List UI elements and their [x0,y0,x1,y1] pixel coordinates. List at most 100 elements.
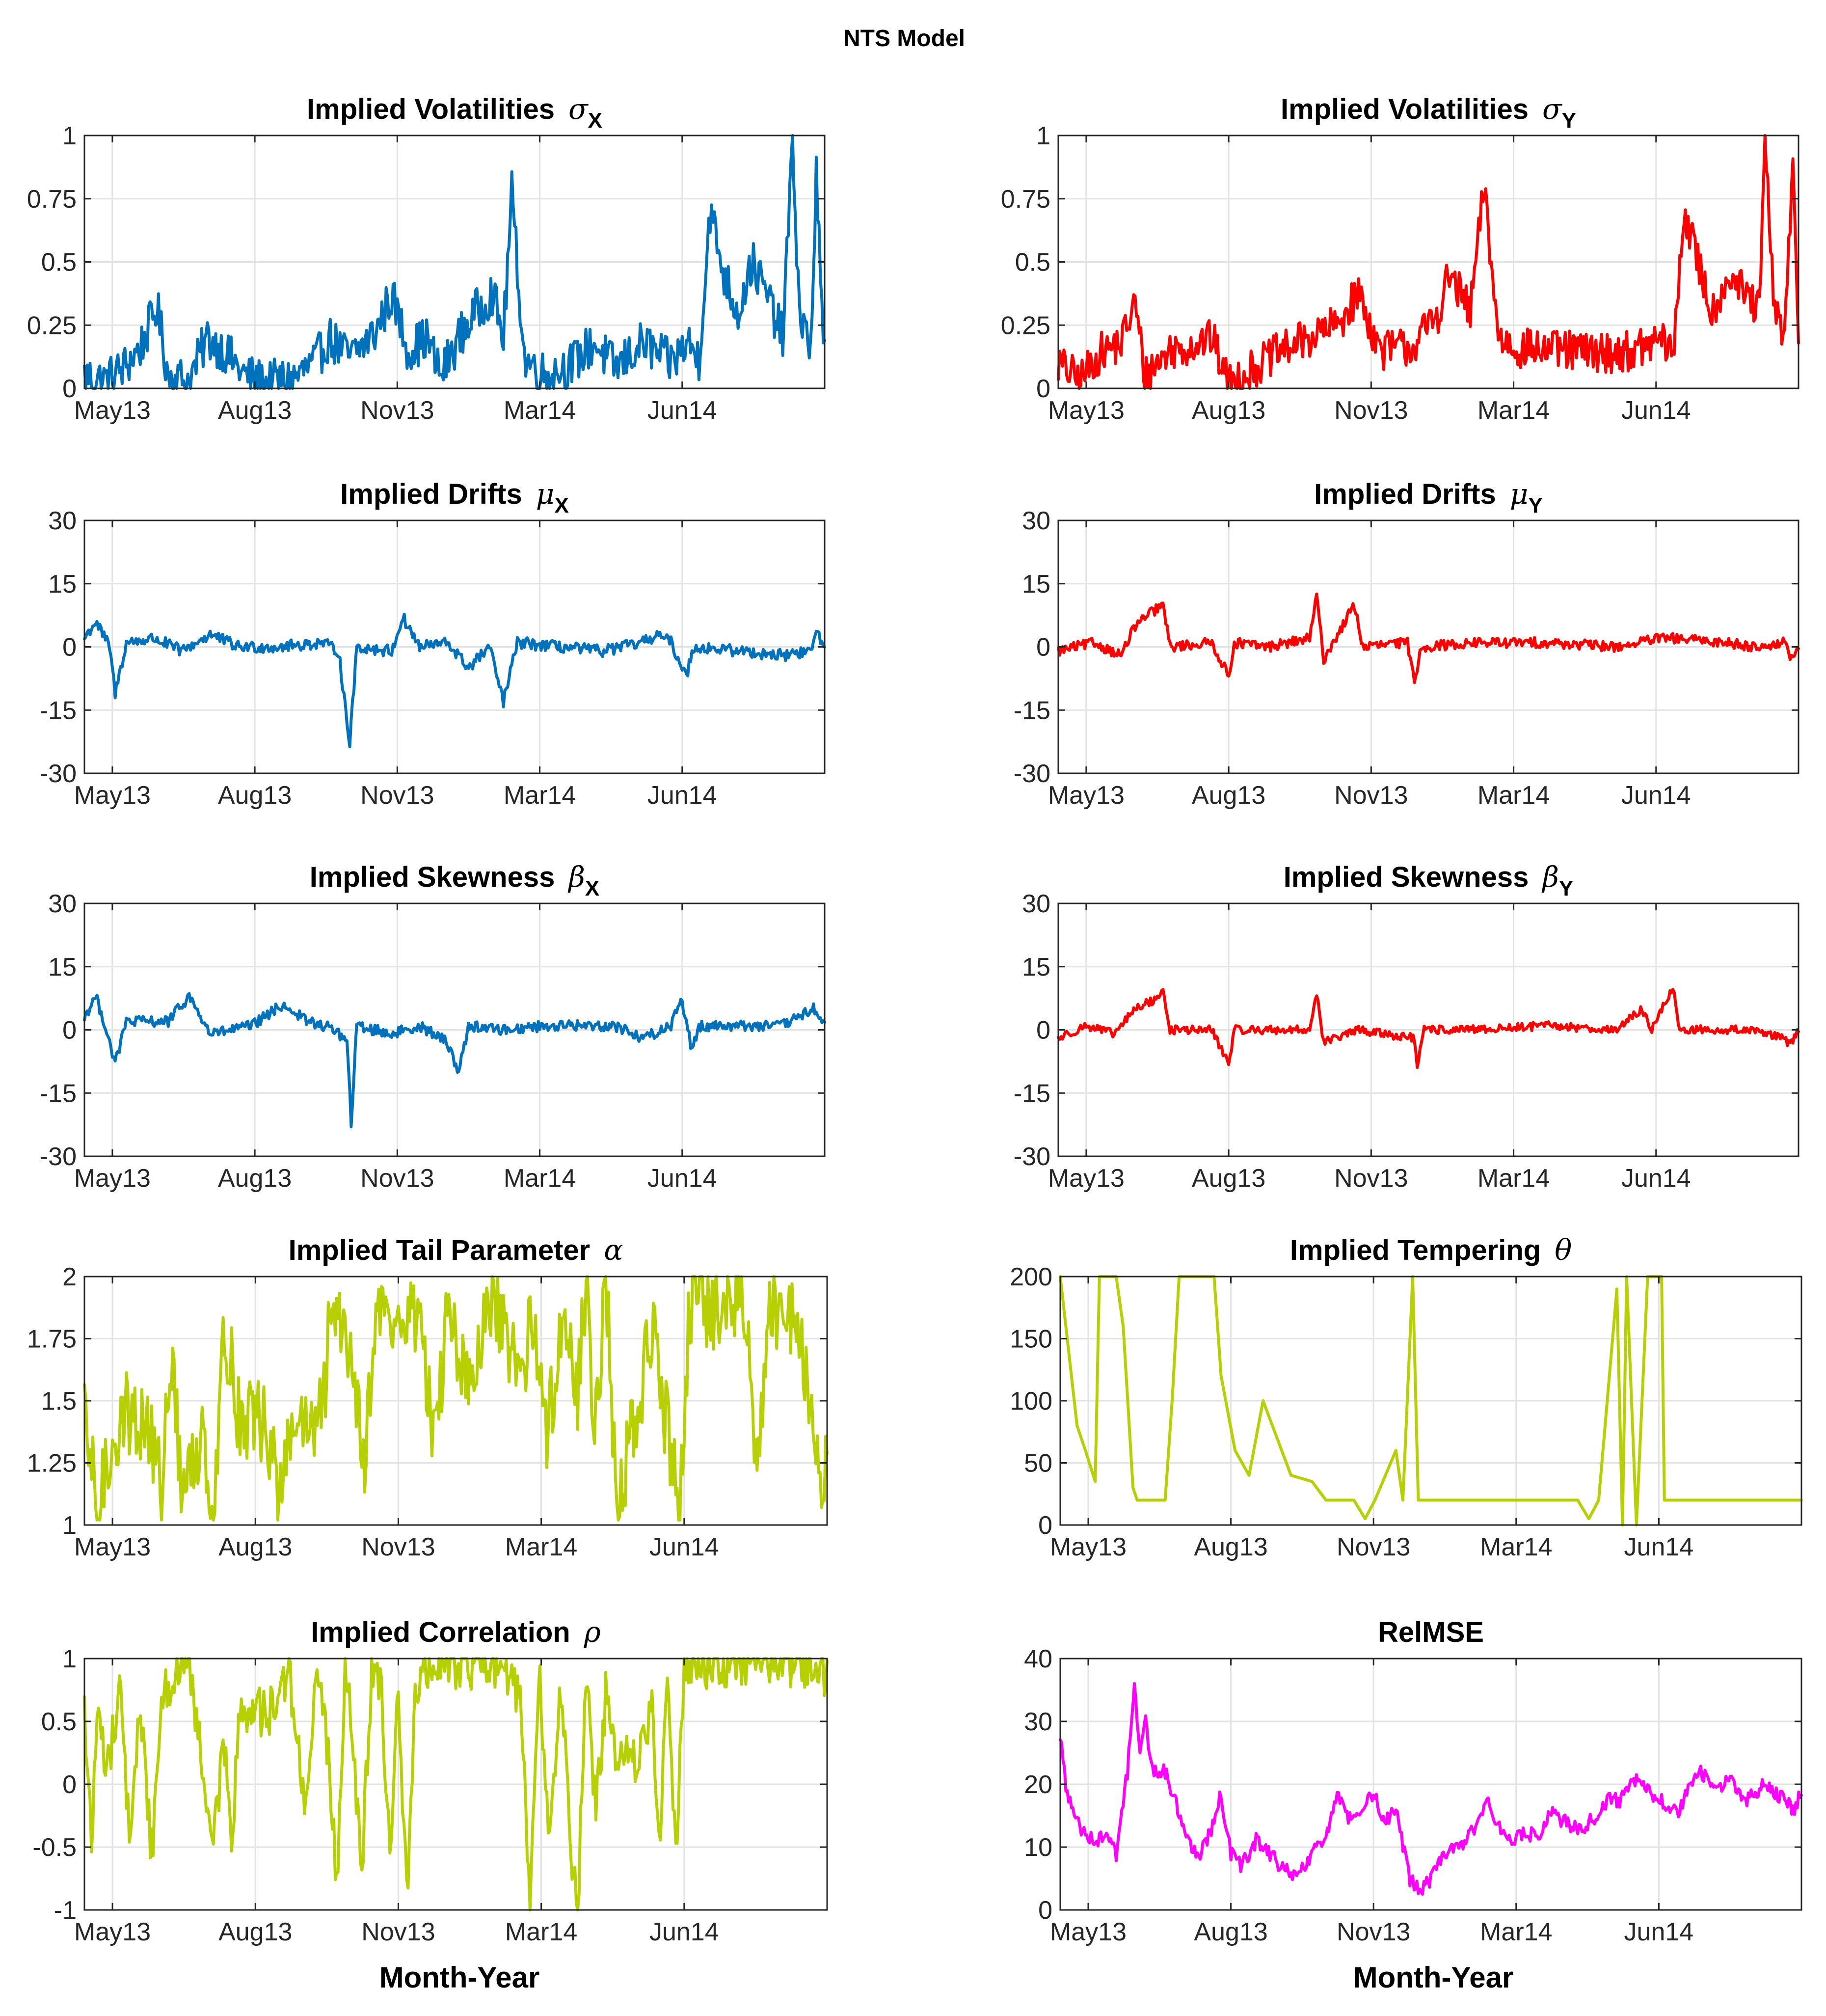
x-tick-label: Jun14 [1621,396,1691,425]
x-tick-label: Jun14 [649,1918,719,1946]
x-tick-label: Nov13 [361,1533,435,1561]
y-tick-label: -30 [40,1143,77,1171]
x-tick-label: Jun14 [647,396,717,425]
y-tick-label: 10 [1024,1833,1052,1862]
panel-title: Implied Tempering θ [1290,1233,1572,1267]
x-tick-label: May13 [1050,1533,1127,1561]
panel-theta: 0 50 100 150 200 May13 Aug13 Nov13 Mar14 Jun14 Imp… [1010,1233,1803,1561]
panel-title: Implied Skewness βX [310,860,600,900]
y-tick-label: 0 [62,1771,77,1799]
y-tick-label: -15 [40,1079,77,1108]
x-tick-label: Mar14 [1477,396,1550,425]
y-tick-label: 1.5 [41,1387,77,1416]
x-tick-label: Aug13 [218,1164,292,1193]
y-tick-label: -30 [1014,1143,1050,1171]
x-tick-label: Nov13 [1334,1164,1408,1193]
x-tick-label: Aug13 [1194,1918,1267,1946]
y-tick-label: -15 [40,696,77,725]
panel-title: RelMSE [1378,1616,1484,1648]
y-tick-label: 200 [1010,1263,1052,1291]
panel-muy: -30 -15 0 15 30 May13 Aug13 Nov13 Mar14 Jun14 Impl… [1014,477,1800,810]
panel-title: Implied Volatilities σY [1281,92,1576,133]
x-axis-label-right: Month-Year [1353,1961,1514,1994]
x-tick-label: Aug13 [1194,1533,1267,1561]
x-tick-label: Nov13 [1337,1918,1410,1946]
panel-sigx: 0 0.25 0.5 0.75 1 May13 Aug13 Nov13 Mar14 Jun14 Im… [27,92,826,425]
x-tick-label: Mar14 [505,1918,577,1946]
x-tick-label: Nov13 [1337,1533,1410,1561]
y-tick-label: 30 [1022,507,1050,535]
y-tick-label: 50 [1024,1449,1052,1478]
y-tick-label: 0.5 [41,248,77,277]
y-tick-label: 0.75 [1001,185,1050,214]
panel-sigy: 0 0.25 0.5 0.75 1 May13 Aug13 Nov13 Mar14 Jun14 Im… [1001,92,1800,425]
y-tick-label: 100 [1010,1387,1052,1416]
y-tick-label: 30 [48,890,77,918]
y-tick-label: 1.25 [27,1449,77,1478]
x-tick-label: Jun14 [1621,1164,1691,1193]
y-tick-label: -1 [54,1896,77,1925]
x-tick-label: Aug13 [218,781,292,810]
y-tick-label: 1.75 [27,1325,77,1354]
x-tick-label: Aug13 [218,1533,292,1561]
series-line-mux [83,612,826,748]
x-tick-label: Aug13 [1192,781,1265,810]
y-tick-label: 1 [1036,122,1050,150]
series-line-betay [1057,988,1800,1069]
x-tick-label: Nov13 [361,1918,435,1946]
series-line-muy [1057,592,1800,684]
x-tick-label: May13 [74,1164,151,1193]
x-tick-label: Nov13 [360,1164,434,1193]
panel-title: Implied Drifts μX [340,477,569,518]
y-tick-label: 30 [48,507,77,535]
x-tick-label: Nov13 [360,781,434,810]
x-tick-label: Jun14 [647,1164,717,1193]
y-tick-label: -15 [1014,1079,1050,1108]
x-tick-label: May13 [1048,1164,1125,1193]
y-tick-label: 0 [1036,1016,1050,1045]
y-tick-label: 0 [1038,1896,1052,1925]
x-tick-label: May13 [74,781,151,810]
x-tick-label: Jun14 [1624,1918,1694,1946]
y-tick-label: 15 [48,953,77,981]
x-axis-label-left: Month-Year [379,1961,540,1994]
y-tick-label: 0.5 [41,1708,77,1736]
y-tick-label: 1 [62,122,77,150]
y-tick-label: 40 [1024,1645,1052,1673]
series-line-betax [83,992,826,1128]
x-tick-label: Nov13 [1334,781,1408,810]
x-tick-label: May13 [74,396,151,425]
y-tick-label: 1 [62,1645,77,1673]
series-line-sigy [1057,134,1800,390]
series-line-sigx [83,134,826,390]
figure-title: NTS Model [843,26,965,52]
x-tick-label: May13 [1050,1918,1127,1946]
y-tick-label: 0 [1036,633,1050,662]
y-tick-label: 0 [62,1016,77,1045]
x-tick-label: Aug13 [1192,1164,1265,1193]
panel-title: Implied Volatilities σX [307,92,602,133]
x-tick-label: Nov13 [1334,396,1408,425]
x-tick-label: May13 [74,1918,151,1946]
y-tick-label: 15 [48,570,77,599]
x-tick-label: Mar14 [1477,781,1550,810]
y-tick-label: 0 [62,633,77,662]
panel-relmse: 0 10 20 30 40 May13 Aug13 Nov13 Mar14 Jun14 RelMSE [1024,1616,1803,1946]
x-tick-label: Nov13 [360,396,434,425]
y-tick-label: 1 [62,1511,77,1540]
x-tick-label: May13 [1048,781,1125,810]
panel-mux: -30 -15 0 15 30 May13 Aug13 Nov13 Mar14 Jun14 Impl… [40,477,826,810]
y-tick-label: -30 [40,760,77,788]
panel-rho: -1 -0.5 0 0.5 1 May13 Aug13 Nov13 Mar14 Jun14 Impl… [32,1615,829,1946]
y-tick-label: 0.5 [1015,248,1050,277]
x-tick-label: Mar14 [1477,1164,1550,1193]
x-tick-label: Jun14 [1621,781,1691,810]
panel-betax: -30 -15 0 15 30 May13 Aug13 Nov13 Mar14 Jun14 Impl… [40,860,826,1193]
x-tick-label: Mar14 [504,396,576,425]
x-tick-label: Mar14 [505,1533,577,1561]
x-tick-label: Mar14 [504,1164,576,1193]
y-tick-label: 30 [1024,1708,1052,1736]
panel-title: Implied Skewness βY [1284,860,1574,900]
